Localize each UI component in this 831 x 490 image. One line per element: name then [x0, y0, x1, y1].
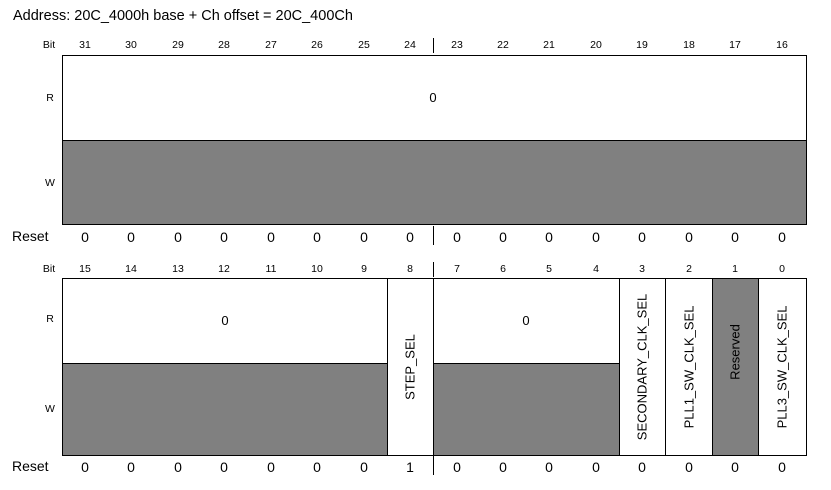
reset-value: 0	[81, 459, 89, 475]
reset-row-label: Reset	[12, 228, 49, 244]
reset-value: 0	[545, 229, 553, 245]
reset-value: 0	[638, 459, 646, 475]
bit-number: 31	[79, 39, 91, 51]
bit-number: 19	[636, 39, 648, 51]
read-field-value: 0	[522, 313, 530, 328]
bit-number: 8	[407, 263, 413, 275]
byte-divider	[433, 226, 434, 245]
bit-number: 16	[776, 39, 788, 51]
reset-value: 0	[406, 229, 414, 245]
read-row-label: R	[46, 313, 54, 325]
bit-header-label: Bit	[42, 39, 56, 51]
bit-number: 28	[218, 39, 230, 51]
bit-number: 17	[729, 39, 741, 51]
write-row-label: W	[45, 177, 55, 189]
reset-value: 0	[267, 229, 275, 245]
field-reserved	[712, 278, 759, 456]
reset-value: 1	[406, 459, 414, 475]
reset-value: 0	[499, 459, 507, 475]
write-row-label: W	[45, 403, 55, 415]
field-pll3-sw-clk-sel	[758, 278, 807, 456]
byte-divider	[433, 456, 434, 475]
bit-number: 7	[454, 263, 460, 275]
reset-value: 0	[220, 229, 228, 245]
bit-number: 30	[125, 39, 137, 51]
bit-number: 0	[779, 263, 785, 275]
register-address: Address: 20C_4000h base + Ch offset = 20…	[13, 8, 353, 24]
reset-value: 0	[592, 229, 600, 245]
reset-value: 0	[220, 459, 228, 475]
reset-value: 0	[638, 229, 646, 245]
bit-number: 18	[683, 39, 695, 51]
bit-header-label: Bit	[42, 263, 56, 275]
field-label-pll1-sw-clk-sel: PLL1_SW_CLK_SEL	[681, 305, 697, 429]
read-field-bits-7-4	[433, 278, 620, 363]
reset-value: 0	[685, 229, 693, 245]
bit-number: 10	[311, 263, 323, 275]
bit-number: 9	[361, 263, 367, 275]
reset-value: 0	[453, 459, 461, 475]
reset-value: 0	[731, 459, 739, 475]
reset-value: 0	[127, 229, 135, 245]
bit-number: 29	[172, 39, 184, 51]
bit-number: 21	[543, 39, 555, 51]
bit-number: 3	[639, 263, 645, 275]
reset-value: 0	[174, 229, 182, 245]
read-field-bits-31-16	[62, 55, 807, 140]
read-field-value: 0	[429, 90, 437, 105]
bit-number: 15	[79, 263, 91, 275]
field-pll1-sw-clk-sel	[665, 278, 713, 456]
read-field-bits-15-9	[62, 278, 388, 363]
reset-row-label: Reset	[12, 458, 49, 474]
bit-number: 2	[686, 263, 692, 275]
reset-value: 0	[127, 459, 135, 475]
bit-number: 1	[732, 263, 738, 275]
bit-number: 13	[172, 263, 184, 275]
reset-value: 0	[731, 229, 739, 245]
bit-number: 11	[265, 263, 277, 275]
write-field-bits-7-4	[433, 363, 620, 456]
reset-value: 0	[592, 459, 600, 475]
read-row-label: R	[46, 92, 54, 104]
field-label-secondary-clk-sel: SECONDARY_CLK_SEL	[634, 293, 650, 441]
reset-value: 0	[313, 229, 321, 245]
reset-value: 0	[545, 459, 553, 475]
bit-number: 14	[125, 263, 137, 275]
bit-number: 23	[451, 39, 463, 51]
reset-value: 0	[360, 459, 368, 475]
bit-number: 5	[546, 263, 552, 275]
reset-value: 0	[81, 229, 89, 245]
reset-value: 0	[267, 459, 275, 475]
field-label-reserved: Reserved	[727, 324, 743, 380]
bit-number: 27	[265, 39, 277, 51]
read-field-value: 0	[221, 313, 229, 328]
bit-number: 6	[500, 263, 506, 275]
reset-value: 0	[360, 229, 368, 245]
bit-number: 26	[311, 39, 323, 51]
reset-value: 0	[778, 229, 786, 245]
bit-number: 20	[590, 39, 602, 51]
reset-value: 0	[499, 229, 507, 245]
bit-number: 25	[358, 39, 370, 51]
bit-number: 4	[593, 263, 599, 275]
byte-divider	[433, 262, 434, 277]
write-field-bits-31-16	[62, 140, 807, 225]
reset-value: 0	[453, 229, 461, 245]
reset-value: 0	[174, 459, 182, 475]
bit-number: 12	[218, 263, 230, 275]
field-label-step-sel: STEP_SEL	[402, 334, 418, 400]
reset-value: 0	[778, 459, 786, 475]
bit-number: 22	[497, 39, 509, 51]
reset-value: 0	[685, 459, 693, 475]
field-label-pll3-sw-clk-sel: PLL3_SW_CLK_SEL	[774, 305, 790, 429]
byte-divider	[433, 38, 434, 53]
write-field-bits-15-9	[62, 363, 388, 456]
reset-value: 0	[313, 459, 321, 475]
bit-number: 24	[404, 39, 416, 51]
